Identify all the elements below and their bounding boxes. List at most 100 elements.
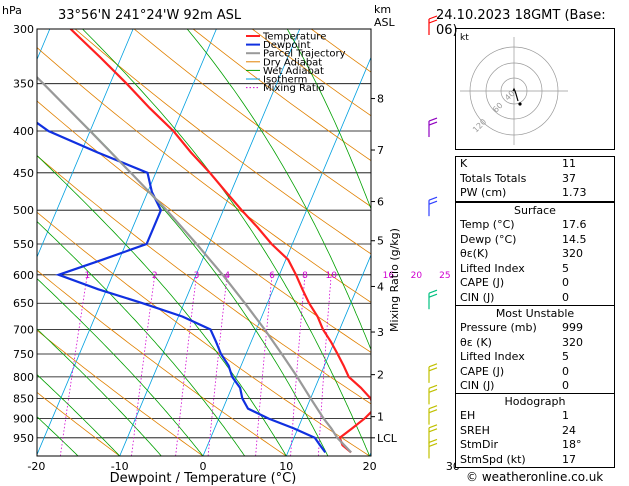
wet-adiabat [37, 374, 120, 456]
index-row: K 11 [456, 157, 614, 172]
hodograph-kt-label: kt [460, 33, 469, 43]
isotherm [119, 29, 301, 456]
wet-adiabat [37, 328, 162, 456]
km-tick-label: 4 [377, 280, 384, 293]
surface-row: Temp (°C) 17.6 [456, 218, 614, 233]
wind-barb-flag [428, 409, 438, 414]
asl-label: ASL [374, 16, 396, 29]
wind-barb-flag [428, 289, 438, 294]
datetime-title: 24.10.2023 18GMT (Base: 06) [436, 8, 606, 38]
wind-barb-flag [428, 384, 438, 389]
mixing-ratio-line [290, 274, 306, 456]
hodograph-trace [512, 87, 519, 102]
most-unstable-row: θε (K) 320 [456, 336, 614, 351]
km-tick-label: 3 [377, 326, 384, 339]
hodograph-table-row: EH 1 [456, 409, 614, 424]
pressure-tick-label: 350 [13, 78, 34, 91]
km-tick-label: 8 [377, 93, 384, 106]
km-tick-label: 5 [377, 235, 384, 248]
surface-label: Lifted Index [460, 261, 525, 275]
wind-barb-flag [428, 196, 438, 201]
mixing-ratio-line [409, 275, 417, 456]
most-unstable-row: Pressure (mb) 999 [456, 321, 614, 336]
index-value: 11 [562, 157, 576, 170]
hodograph-table-value: 1 [562, 409, 569, 422]
legend-item: Temperature [262, 32, 326, 43]
km-tick-label: LCL [377, 432, 398, 445]
pressure-tick-label: 950 [13, 432, 34, 445]
wind-barb-flag [428, 121, 438, 126]
mixing-ratio-label: 1 [84, 271, 90, 281]
wind-barb-flag [428, 367, 438, 372]
wet-adiabat [37, 416, 79, 456]
hodograph: kt 40 60 120 [455, 28, 615, 150]
dry-adiabat [37, 329, 204, 456]
mixing-ratio-label: 8 [302, 271, 308, 281]
pressure-tick-label: 600 [13, 269, 34, 282]
wind-barb-flag [428, 15, 438, 20]
hodograph-storm-motion [518, 102, 522, 106]
isotherm [202, 56, 371, 456]
dry-adiabat [133, 29, 371, 208]
mixing-ratio-line [318, 274, 332, 456]
index-value: 1.73 [562, 186, 587, 199]
most-unstable-value: 5 [562, 350, 569, 363]
mixing-ratio-label: 3 [194, 271, 200, 281]
mixing-ratio-label: 16 [383, 271, 395, 281]
km-tick-label: 2 [377, 369, 384, 382]
mixing-ratio-label: 6 [269, 271, 275, 281]
surface-value: 0 [562, 290, 569, 304]
pressure-tick-label: 650 [13, 297, 34, 310]
hodograph-table-value: 18° [562, 438, 582, 451]
index-label: K [460, 157, 468, 170]
surface-title: Surface [514, 204, 556, 217]
dry-adiabat [37, 391, 120, 456]
hodograph-table-label: StmDir [460, 438, 499, 451]
wet-adiabat [37, 154, 287, 456]
hodograph-table-label: StmSpd (kt) [460, 452, 526, 466]
indices-panel: K 11 Totals Totals 37 PW (cm) 1.73 [455, 156, 615, 202]
dry-adiabat [37, 47, 371, 303]
surface-panel: Surface Temp (°C) 17.6 Dewp (°C) 14.5 θε(K) 3… [455, 202, 615, 306]
mixing-ratio-line [59, 274, 88, 456]
most-unstable-value: 0 [562, 364, 569, 378]
index-label: Totals Totals [460, 171, 527, 185]
wind-barb-flag [428, 388, 438, 393]
isotherm [620, 29, 629, 456]
legend-item: Isotherm [263, 75, 307, 86]
wet-adiabat [186, 29, 371, 351]
surface-label: Temp (°C) [460, 218, 515, 231]
wind-barb-flag [428, 438, 438, 443]
surface-row: CAPE (J) 0 [456, 276, 614, 291]
surface-row: Lifted Index 5 [456, 262, 614, 277]
mixing-ratio-line [379, 275, 388, 456]
hodograph-table-row: SREH 24 [456, 424, 614, 439]
pressure-tick-label: 400 [13, 125, 34, 138]
x-axis-label: Dewpoint / Temperature (°C) [110, 471, 297, 486]
temperature-tick-label: -20 [27, 460, 45, 473]
legend-item: Dry Adiabat [263, 57, 322, 68]
index-label: PW (cm) [460, 186, 507, 199]
surface-row: θε(K) 320 [456, 247, 614, 262]
surface-value: 0 [562, 276, 569, 289]
dry-adiabat [74, 29, 371, 255]
isotherm [37, 29, 217, 456]
pressure-tick-label: 700 [13, 324, 34, 337]
hodograph-ring-label: 60 [491, 101, 505, 115]
temperature-tick-label: -10 [111, 460, 129, 473]
most-unstable-label: θε (K) [460, 335, 492, 349]
pressure-tick-label: 900 [13, 413, 34, 426]
temperature-tick-label: 0 [200, 460, 207, 473]
most-unstable-value: 0 [562, 379, 569, 392]
series-temperature [69, 29, 371, 454]
surface-value: 17.6 [562, 218, 587, 231]
dry-adiabat [37, 100, 371, 353]
wet-adiabat [37, 278, 204, 456]
pressure-tick-label: 850 [13, 392, 34, 405]
mixing-ratio-line [439, 275, 445, 456]
mixing-ratio-label: 25 [439, 271, 450, 281]
most-unstable-label: Pressure (mb) [460, 321, 537, 334]
location-title: 33°56'N 241°24'W 92m ASL [58, 8, 242, 23]
